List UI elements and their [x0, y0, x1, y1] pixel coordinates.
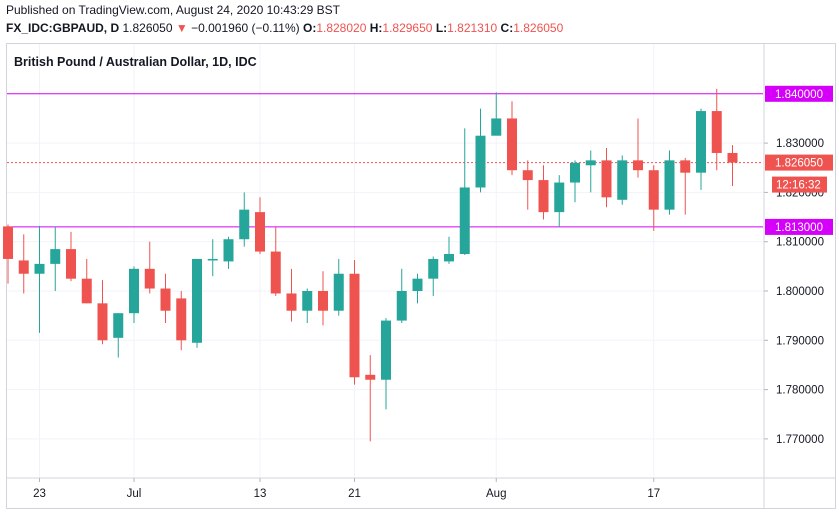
candle-body-down[interactable]: [365, 374, 376, 380]
candle-body-up[interactable]: [664, 160, 675, 210]
level-layer: [7, 93, 763, 228]
candle-body-down[interactable]: [318, 291, 328, 311]
high-value: 1.829650: [382, 21, 433, 35]
candle-body-down[interactable]: [3, 226, 13, 259]
last-price-label: 1.826050: [775, 158, 823, 170]
x-tick-label: Jul: [127, 488, 142, 500]
close-label: C:: [500, 21, 514, 35]
last-price-value: 1.826050: [122, 21, 173, 35]
x-tick-label: Aug: [486, 488, 506, 500]
low-value: 1.821310: [447, 21, 498, 35]
candle-body-down[interactable]: [160, 288, 171, 311]
candle-body-up[interactable]: [570, 162, 580, 183]
countdown-label: 12:16:32: [776, 180, 821, 192]
candle-body-up[interactable]: [239, 209, 250, 240]
open-label: O:: [302, 21, 317, 35]
open-value: 1.828020: [316, 21, 367, 35]
candle-body-down[interactable]: [286, 293, 297, 311]
candle-body-up[interactable]: [34, 263, 45, 274]
candle-body-up[interactable]: [223, 239, 234, 262]
candle-body-down[interactable]: [633, 160, 643, 171]
candle-body-up[interactable]: [129, 268, 139, 314]
level-price-tag: [765, 218, 833, 235]
candle-body-up[interactable]: [444, 254, 454, 262]
high-label: H:: [369, 21, 383, 35]
x-tick-label: 17: [647, 488, 660, 500]
y-tick-label: 1.780000: [776, 385, 824, 397]
candle-body-down[interactable]: [711, 111, 722, 153]
x-tick-label: 21: [348, 488, 361, 500]
down-arrow-icon: ▼: [175, 21, 188, 35]
candle-body-up[interactable]: [412, 278, 423, 291]
grid-layer: [7, 44, 763, 477]
candle-body-up[interactable]: [396, 291, 407, 321]
candle-body-up[interactable]: [50, 249, 61, 264]
symbol-label: FX_IDC:GBPAUD, D: [6, 21, 120, 35]
low-label: L:: [435, 21, 448, 35]
y-tick-label: 1.800000: [776, 286, 824, 298]
y-tick-label: 1.830000: [776, 138, 824, 150]
last-price-tag: [765, 154, 833, 171]
candle-body-down[interactable]: [727, 152, 738, 163]
candle-body-up[interactable]: [585, 160, 596, 166]
candle-body-down[interactable]: [349, 273, 360, 378]
candle-body-down[interactable]: [255, 212, 265, 252]
candle-body-up[interactable]: [428, 258, 439, 279]
x-tick-label: 13: [254, 488, 267, 500]
candle-body-down[interactable]: [601, 160, 612, 198]
chart-title: British Pound / Australian Dollar, 1D, I…: [14, 55, 257, 69]
candle-body-up[interactable]: [381, 320, 391, 380]
x-tick-label: 23: [33, 488, 46, 500]
candle-body-down[interactable]: [18, 260, 29, 274]
y-tick-label: 1.770000: [776, 434, 824, 446]
level-price-label: 1.813000: [775, 222, 823, 234]
candle-body-down[interactable]: [680, 160, 691, 173]
published-caption: Published on TradingView.com, August 24,…: [6, 3, 341, 17]
candle-body-up[interactable]: [192, 258, 202, 343]
y-tick-label: 1.790000: [776, 335, 824, 347]
candle-body-up[interactable]: [554, 182, 565, 213]
candle-body-down[interactable]: [176, 298, 187, 341]
candle-body-up[interactable]: [459, 187, 470, 255]
chart-frame[interactable]: [6, 43, 836, 509]
candle-body-up[interactable]: [333, 273, 344, 311]
candle-body-up[interactable]: [617, 160, 628, 200]
axis-layer: 1.8300001.8200001.8100001.8000001.790000…: [33, 85, 833, 500]
y-tick-label: 1.810000: [776, 237, 824, 249]
candle-body-down[interactable]: [648, 170, 659, 210]
candle-body-up[interactable]: [696, 111, 706, 173]
candle-body-up[interactable]: [475, 135, 486, 188]
candle-body-down[interactable]: [97, 303, 108, 341]
candle-body-down[interactable]: [66, 249, 76, 279]
close-value: 1.826050: [513, 21, 564, 35]
candle-body-down[interactable]: [81, 278, 92, 304]
ohlc-legend: FX_IDC:GBPAUD, D 1.826050 ▼ −0.001960 (−…: [6, 21, 563, 35]
candle-body-down[interactable]: [522, 170, 533, 181]
candle-body-up[interactable]: [491, 118, 502, 136]
countdown-tag: [772, 176, 827, 193]
price-change: −0.001960 (−0.11%): [191, 21, 300, 35]
candle-body-up[interactable]: [113, 313, 124, 338]
level-price-label: 1.840000: [775, 89, 823, 101]
candle-body-up[interactable]: [302, 291, 313, 311]
candle-body-down[interactable]: [507, 118, 517, 171]
candle-body-down[interactable]: [144, 268, 155, 289]
candle-layer: [3, 88, 738, 442]
candle-body-down[interactable]: [538, 180, 549, 213]
level-price-tag: [765, 85, 833, 102]
candle-body-down[interactable]: [270, 251, 281, 294]
candle-body-up[interactable]: [207, 258, 218, 261]
